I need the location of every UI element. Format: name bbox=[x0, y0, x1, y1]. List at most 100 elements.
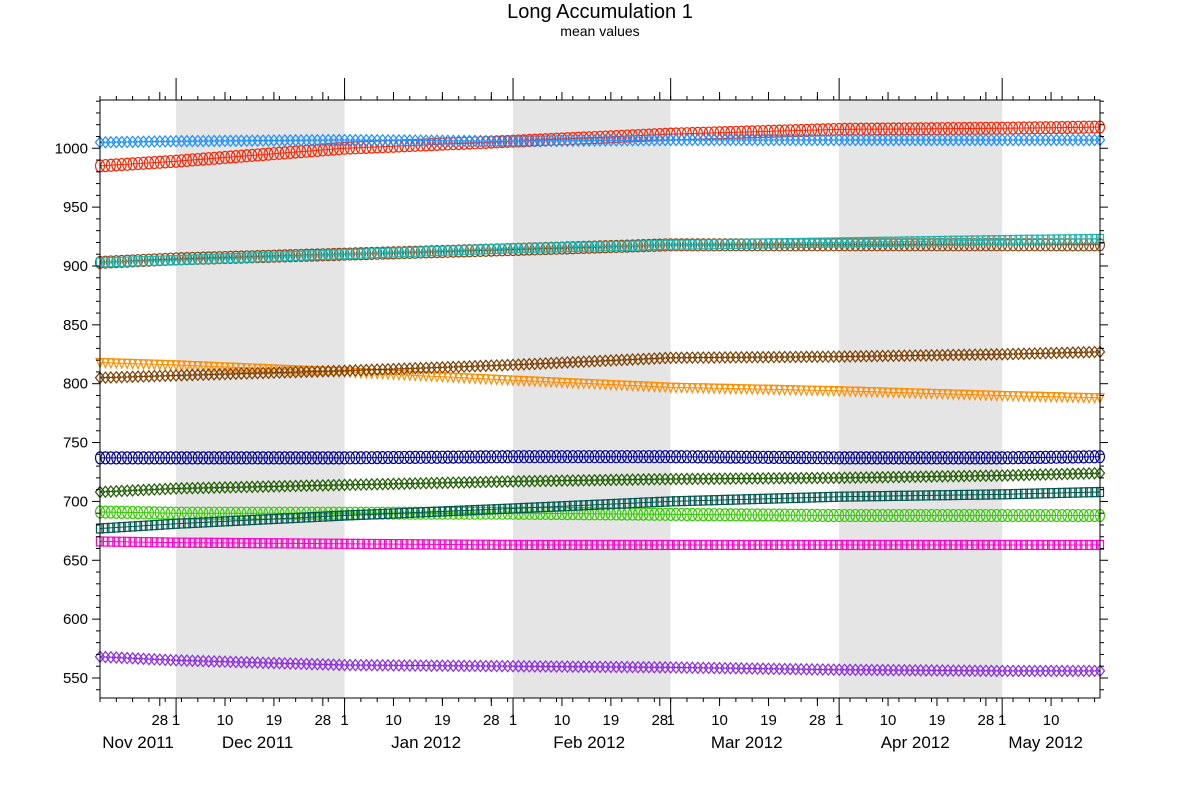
data-point bbox=[926, 238, 937, 252]
data-point bbox=[318, 511, 327, 522]
data-point bbox=[845, 386, 855, 398]
data-point bbox=[475, 450, 486, 464]
data-point bbox=[268, 451, 280, 465]
chart-title: Long Accumulation 1 bbox=[507, 1, 693, 23]
data-point bbox=[1056, 238, 1068, 252]
data-point bbox=[927, 236, 936, 247]
data-point bbox=[698, 126, 709, 140]
data-point bbox=[160, 359, 171, 372]
data-point bbox=[888, 508, 899, 523]
data-point bbox=[916, 490, 925, 501]
data-point bbox=[1056, 120, 1068, 135]
data-point bbox=[758, 493, 768, 504]
data-point bbox=[540, 377, 551, 389]
data-point bbox=[741, 508, 752, 522]
data-point bbox=[752, 125, 763, 139]
data-point bbox=[758, 384, 768, 396]
data-point bbox=[813, 492, 822, 503]
data-point bbox=[1045, 238, 1057, 252]
data-point bbox=[949, 235, 958, 246]
data-point bbox=[730, 508, 741, 522]
data-point bbox=[1003, 489, 1012, 500]
data-point bbox=[1057, 234, 1067, 245]
data-point bbox=[372, 451, 383, 465]
data-point bbox=[464, 506, 475, 520]
data-point bbox=[503, 243, 512, 254]
data-point bbox=[981, 539, 990, 551]
data-point bbox=[154, 359, 165, 371]
data-point bbox=[790, 124, 801, 138]
data-point bbox=[100, 158, 111, 173]
data-point bbox=[143, 156, 155, 170]
data-point bbox=[296, 538, 306, 549]
data-point bbox=[671, 382, 682, 394]
data-point bbox=[149, 155, 160, 170]
data-point bbox=[910, 451, 921, 465]
data-point bbox=[328, 142, 339, 156]
month-shading bbox=[176, 100, 1003, 698]
data-point bbox=[204, 253, 213, 265]
data-point bbox=[650, 539, 659, 551]
data-point bbox=[807, 385, 817, 397]
data-point bbox=[291, 538, 300, 549]
data-point bbox=[356, 538, 365, 550]
data-point bbox=[492, 243, 501, 254]
data-point bbox=[899, 508, 910, 523]
data-point bbox=[828, 451, 839, 465]
data-point bbox=[785, 450, 796, 465]
data-point bbox=[976, 539, 985, 551]
data-point bbox=[475, 373, 486, 386]
data-point bbox=[726, 539, 735, 551]
data-point bbox=[965, 539, 974, 551]
data-point bbox=[818, 539, 827, 551]
data-point bbox=[209, 506, 220, 520]
data-point bbox=[132, 156, 144, 171]
data-point bbox=[769, 539, 779, 551]
data-point bbox=[389, 508, 398, 519]
data-point bbox=[1013, 391, 1024, 403]
data-point bbox=[1041, 234, 1050, 245]
data-point bbox=[834, 238, 845, 252]
data-point bbox=[768, 450, 780, 465]
data-point bbox=[786, 492, 795, 504]
data-point bbox=[219, 506, 231, 520]
data-point bbox=[486, 450, 497, 464]
data-point bbox=[132, 451, 144, 465]
data-point bbox=[828, 238, 839, 252]
data-point bbox=[574, 500, 583, 511]
data-point bbox=[1073, 392, 1084, 404]
data-point bbox=[400, 247, 409, 258]
data-point bbox=[355, 451, 366, 465]
data-point bbox=[105, 358, 116, 370]
data-point bbox=[795, 123, 807, 138]
data-point bbox=[660, 450, 671, 464]
data-point bbox=[579, 539, 588, 551]
data-point bbox=[226, 537, 235, 549]
data-point bbox=[139, 256, 148, 267]
data-point bbox=[769, 238, 779, 249]
data-point bbox=[736, 125, 747, 139]
data-point bbox=[954, 539, 963, 551]
data-point bbox=[719, 238, 731, 252]
data-point bbox=[1002, 508, 1013, 523]
data-point bbox=[149, 253, 160, 267]
data-point bbox=[442, 450, 453, 464]
data-point bbox=[556, 450, 568, 464]
data-point bbox=[991, 508, 1002, 523]
data-point bbox=[116, 505, 127, 519]
data-point bbox=[170, 154, 182, 168]
data-point bbox=[514, 243, 523, 254]
data-point bbox=[622, 450, 633, 464]
data-point bbox=[600, 379, 611, 391]
data-point bbox=[524, 450, 535, 464]
data-point bbox=[877, 238, 888, 252]
data-point bbox=[752, 508, 763, 522]
data-point bbox=[350, 141, 361, 155]
data-point bbox=[643, 450, 655, 464]
data-point bbox=[116, 157, 127, 172]
data-point bbox=[649, 507, 660, 521]
data-point bbox=[835, 237, 844, 248]
data-point bbox=[199, 517, 208, 528]
data-point bbox=[612, 539, 621, 551]
data-point bbox=[693, 495, 702, 506]
